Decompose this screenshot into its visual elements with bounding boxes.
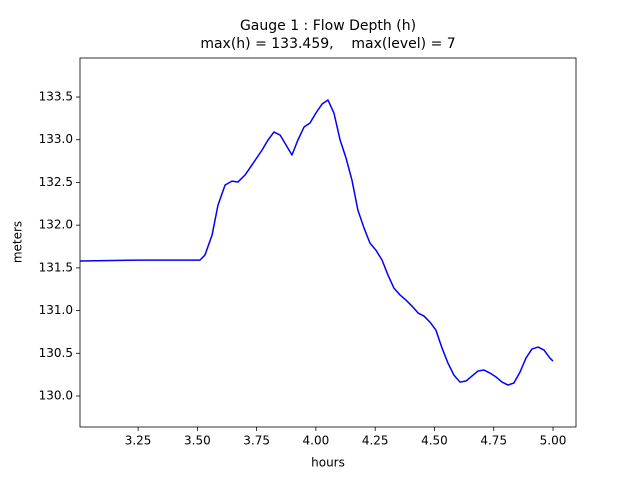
y-tick-label: 132.5 — [39, 175, 73, 189]
y-tick-label: 133.0 — [39, 132, 73, 146]
y-tick-label: 131.5 — [39, 260, 73, 274]
y-tick-label: 131.0 — [39, 303, 73, 317]
x-tick-label: 3.50 — [184, 434, 211, 448]
line-series — [80, 99, 554, 386]
x-tick-label: 4.50 — [421, 434, 448, 448]
y-tick-label: 130.5 — [39, 346, 73, 360]
plot-frame — [79, 57, 577, 428]
x-tick-label: 4.75 — [480, 434, 507, 448]
x-tick-label: 3.25 — [125, 434, 152, 448]
chart-title: Gauge 1 : Flow Depth (h) — [240, 18, 416, 34]
chart-subtitle: max(h) = 133.459, max(level) = 7 — [200, 36, 455, 52]
x-axis-label: hours — [311, 456, 345, 470]
y-tick-label: 132.0 — [39, 218, 73, 232]
y-tick-label: 130.0 — [39, 388, 73, 402]
x-tick-label: 3.75 — [243, 434, 270, 448]
x-tick-label: 5.00 — [540, 434, 567, 448]
x-tick-label: 4.25 — [362, 434, 389, 448]
x-tick-label: 4.00 — [303, 434, 330, 448]
y-tick-label: 133.5 — [39, 90, 73, 104]
y-axis-label: meters — [11, 221, 25, 263]
